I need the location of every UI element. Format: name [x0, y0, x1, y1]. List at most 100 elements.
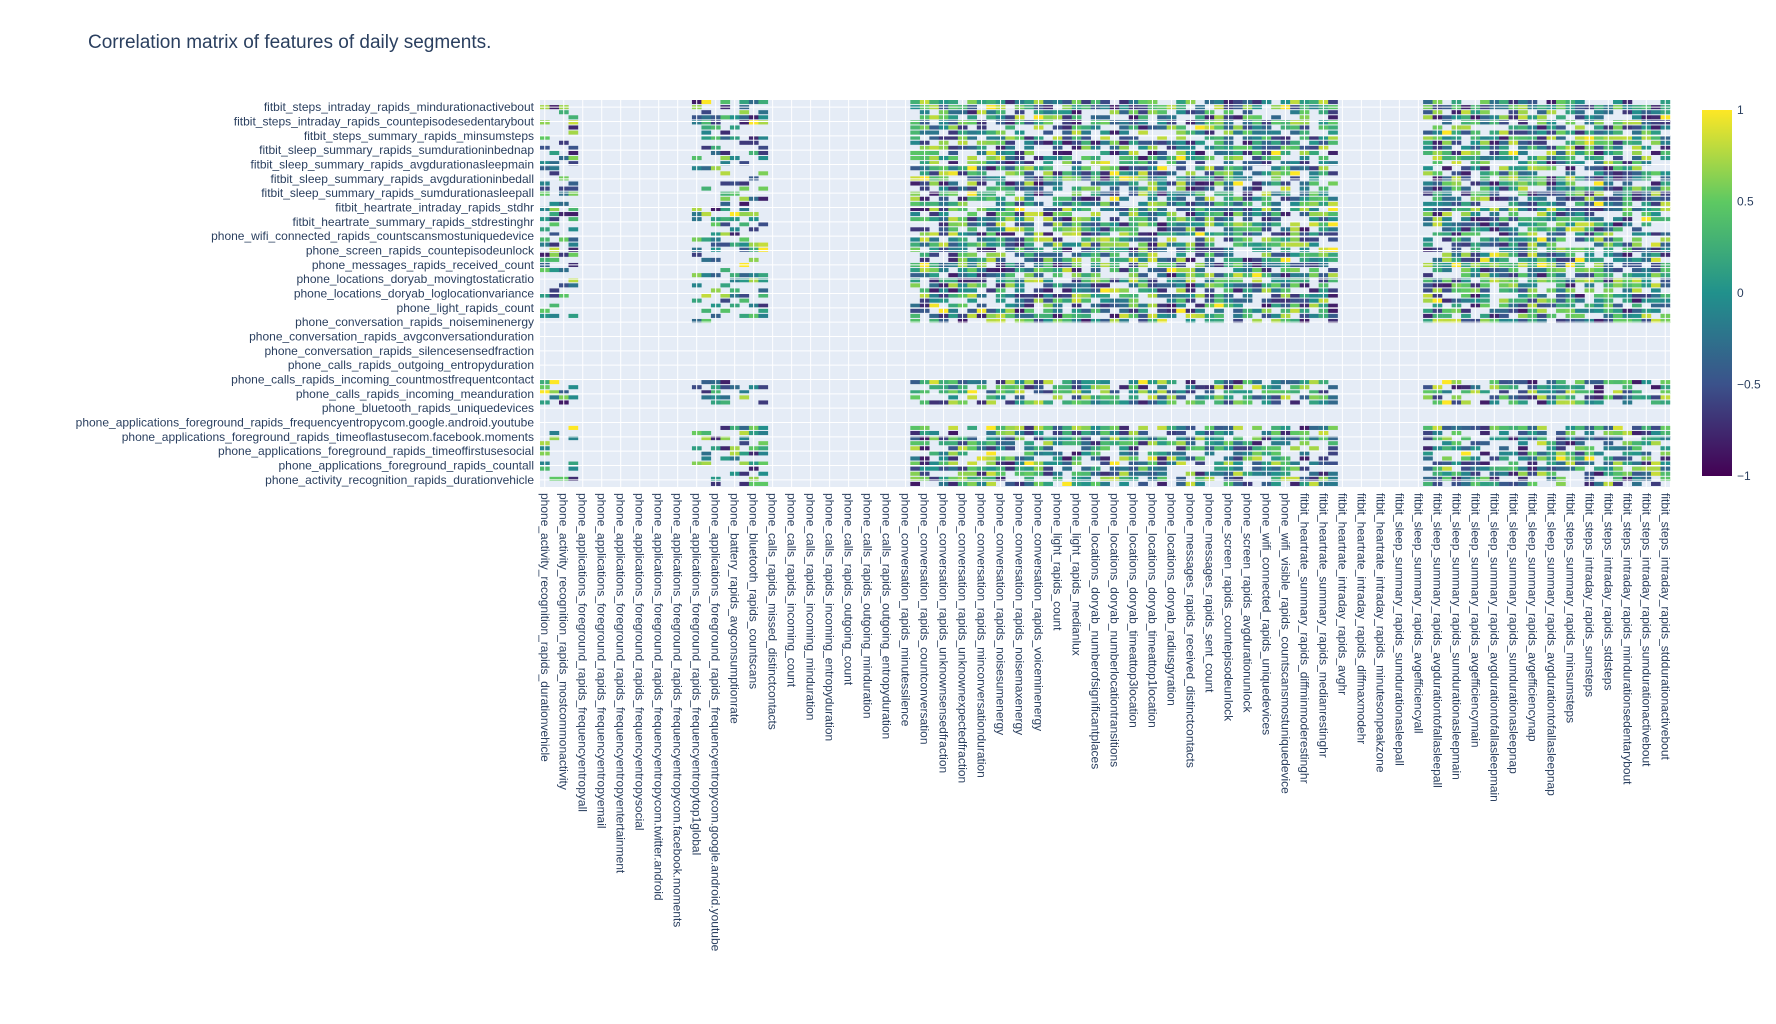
heatmap-cell — [948, 380, 959, 385]
heatmap-cell — [986, 247, 996, 252]
heatmap-cell — [1613, 120, 1623, 125]
colorbar-tick-label: 1 — [1737, 103, 1744, 117]
heatmap-cell — [1594, 171, 1604, 176]
heatmap-cell — [929, 217, 940, 222]
heatmap-cell — [1290, 125, 1300, 130]
heatmap-cell — [1081, 232, 1091, 237]
heatmap-cell — [1480, 166, 1490, 171]
x-tick-label: phone_bluetooth_rapids_countscans — [747, 493, 761, 689]
heatmap-cell — [948, 430, 959, 436]
heatmap-cell — [1328, 120, 1338, 125]
heatmap-cell — [1309, 436, 1319, 441]
heatmap-cell — [1290, 166, 1300, 171]
heatmap-cell — [1328, 288, 1338, 293]
heatmap-cell — [929, 171, 940, 176]
heatmap-cell — [1632, 476, 1642, 481]
heatmap-cell — [1290, 430, 1300, 436]
heatmap-cell — [1309, 196, 1319, 201]
heatmap-cell — [1309, 257, 1319, 262]
heatmap-cell — [1271, 390, 1281, 395]
heatmap-cell — [986, 135, 996, 140]
heatmap-cell — [739, 273, 750, 278]
heatmap-cell — [720, 181, 731, 186]
heatmap-cell — [948, 273, 959, 278]
heatmap-cell — [1214, 273, 1224, 278]
heatmap-cell — [720, 201, 731, 206]
heatmap-cell — [1119, 196, 1129, 201]
heatmap-cell — [1556, 135, 1566, 140]
heatmap-cell — [1575, 400, 1585, 405]
heatmap-cell — [1613, 257, 1623, 262]
heatmap-cell — [1328, 232, 1338, 237]
heatmap-cell — [1594, 120, 1604, 125]
heatmap-cell — [1309, 222, 1319, 227]
heatmap-cell — [948, 293, 959, 298]
heatmap-cell — [1176, 201, 1186, 206]
heatmap-cell — [1537, 257, 1547, 262]
heatmap-cell — [910, 303, 921, 308]
heatmap-cell — [1442, 471, 1452, 476]
heatmap-cell — [1594, 191, 1604, 196]
heatmap-cell — [1290, 380, 1300, 385]
heatmap-cell — [1062, 100, 1072, 105]
heatmap-cell — [1062, 242, 1072, 247]
heatmap-cell — [1537, 390, 1547, 395]
heatmap-cell — [1328, 100, 1338, 105]
heatmap-cell — [1081, 436, 1091, 441]
heatmap-cell — [1252, 115, 1262, 120]
heatmap-cell — [1252, 308, 1262, 313]
heatmap-cell — [1024, 451, 1034, 456]
x-tick-label: fitbit_steps_summary_rapids_minsumsteps — [1563, 493, 1577, 723]
heatmap-cell — [929, 237, 940, 242]
heatmap-cell — [1024, 212, 1034, 217]
heatmap-cell — [1290, 242, 1300, 247]
x-tick-label: phone_calls_rapids_incoming_entropydurat… — [823, 493, 837, 741]
heatmap-cell — [1233, 156, 1243, 161]
heatmap-cell — [739, 313, 750, 318]
heatmap-cell — [1176, 308, 1186, 313]
heatmap-cell — [1290, 161, 1300, 166]
heatmap-cell — [1309, 380, 1319, 385]
heatmap-cell — [1214, 115, 1224, 120]
heatmap-cell — [1442, 156, 1452, 161]
heatmap-cell — [1081, 395, 1091, 400]
heatmap-cell — [701, 166, 712, 171]
heatmap-cell — [1195, 150, 1205, 155]
heatmap-cell — [1100, 140, 1110, 145]
heatmap-cell — [1290, 273, 1300, 278]
heatmap-cell — [1005, 181, 1015, 186]
x-tick-label: phone_calls_rapids_outgoing_entropydurat… — [880, 493, 894, 739]
heatmap-cell — [1043, 212, 1053, 217]
heatmap-cell — [1328, 481, 1338, 486]
heatmap-cell — [1252, 135, 1262, 140]
y-tick-label: fitbit_sleep_summary_rapids_sumdurationa… — [261, 186, 534, 200]
heatmap-cell — [1594, 308, 1604, 313]
heatmap-cell — [1499, 283, 1509, 288]
heatmap-cell — [910, 120, 921, 125]
heatmap-cell — [1119, 100, 1129, 105]
heatmap-cell — [1005, 278, 1015, 283]
heatmap-cell — [910, 425, 921, 430]
heatmap-cell — [758, 293, 769, 298]
heatmap-cell — [1043, 191, 1053, 196]
heatmap-cell — [1632, 471, 1642, 476]
heatmap-cell — [1442, 186, 1452, 191]
heatmap-cell — [1442, 441, 1452, 446]
heatmap-cell — [1157, 247, 1167, 252]
heatmap-cell — [1594, 222, 1604, 227]
heatmap-cell — [549, 390, 560, 395]
heatmap-cell — [1062, 466, 1072, 471]
heatmap-cell — [1613, 278, 1623, 283]
y-tick-label: fitbit_heartrate_summary_rapids_stdresti… — [293, 215, 534, 229]
heatmap-cell — [1081, 451, 1091, 456]
heatmap-cell — [1157, 212, 1167, 217]
heatmap-cell — [1556, 461, 1566, 466]
heatmap-cell — [1214, 201, 1224, 206]
heatmap-cell — [1119, 242, 1129, 247]
heatmap-cell — [986, 400, 996, 405]
heatmap-cell — [1233, 206, 1243, 211]
heatmap-cell — [1138, 156, 1148, 161]
heatmap-cell — [1138, 125, 1148, 130]
heatmap-cell — [1537, 206, 1547, 211]
heatmap-cell — [1518, 288, 1528, 293]
